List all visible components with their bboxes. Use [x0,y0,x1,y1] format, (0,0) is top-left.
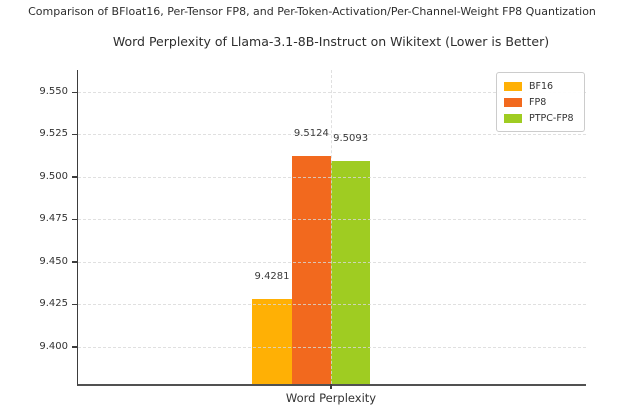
bar-value-label: 9.5124 [293,127,329,139]
x-tick-label: Word Perplexity [285,391,377,405]
legend-item-ptpc-fp8: PTPC-FP8 [504,110,577,126]
legend-item-fp8: FP8 [504,94,577,110]
y-tick-mark [72,218,77,221]
y-tick-mark [72,91,77,94]
legend-item-bf16: BF16 [504,78,577,94]
y-tick-mark [72,133,77,136]
legend-swatch-icon [504,81,522,91]
y-tick-label: 9.425 [39,298,68,310]
y-tick-label: 9.400 [39,340,68,352]
legend-label: PTPC-FP8 [529,112,574,124]
y-tick-mark [72,346,77,348]
plot-area: 9.400 9.425 9.450 9.475 9.500 9.525 9.550 9.428… [39,70,586,405]
legend-label: FP8 [529,96,547,108]
x-tick-mark [330,384,332,389]
bar-value-label: 9.4281 [254,270,290,282]
y-tick-mark [72,261,77,263]
y-tick-label: 9.500 [39,170,68,182]
y-tick-mark [72,303,77,306]
bar-ptpc-fp8 [331,161,371,384]
legend-swatch-icon [504,113,522,123]
bar-fp8 [291,155,331,384]
figure-suptitle: Comparison of BFloat16, Per-Tensor FP8, … [28,5,596,18]
y-tick-label: 9.475 [39,213,68,225]
bar-bf16 [252,298,292,384]
legend: BF16 FP8 PTPC-FP8 [496,72,585,132]
chart-title: Word Perplexity of Llama-3.1-8B-Instruct… [112,34,550,49]
bar-value-label: 9.5093 [333,133,369,145]
y-tick-label: 9.550 [39,86,68,98]
y-tick-label: 9.450 [39,255,68,267]
y-tick-mark [72,176,77,178]
legend-label: BF16 [529,80,554,92]
legend-swatch-icon [504,97,522,107]
y-tick-label: 9.525 [39,128,68,140]
